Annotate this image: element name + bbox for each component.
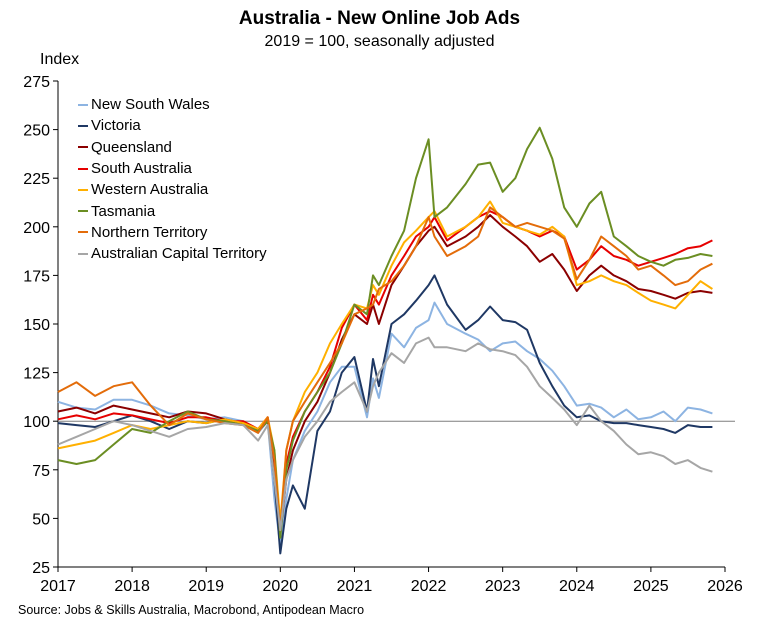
y-tick-label: 125 (23, 366, 50, 383)
axes-group: 25 50 75 100 125 150 175 200 225 250 275 2017 2018 20… (23, 74, 743, 595)
y-tick-label: 50 (32, 511, 50, 528)
y-tick-label: 275 (23, 74, 50, 91)
x-tick-label: 2026 (707, 578, 743, 595)
y-tick-label: 100 (23, 414, 50, 431)
legend-item: Victoria (78, 115, 267, 136)
legend-swatch (78, 103, 88, 106)
legend-swatch (78, 146, 88, 149)
x-tick-label: 2018 (114, 578, 150, 595)
y-tick-label: 150 (23, 317, 50, 334)
y-tick-label: 225 (23, 171, 50, 188)
y-axis-label: Index (40, 51, 80, 68)
chart-title: Australia - New Online Job Ads (238, 8, 521, 29)
x-tick-label: 2017 (40, 578, 76, 595)
source-note: Source: Jobs & Skills Australia, Macrobo… (18, 603, 365, 617)
legend-item: Northern Territory (78, 222, 267, 243)
legend-label: New South Wales (91, 96, 210, 114)
legend-item: Australian Capital Territory (78, 243, 267, 264)
x-tick-label: 2024 (559, 578, 595, 595)
series-line-queensland (57, 214, 713, 535)
legend-item: Western Australia (78, 179, 267, 200)
legend-swatch (78, 167, 88, 170)
series-line-northern-territory (57, 206, 713, 532)
y-tick-label: 250 (23, 123, 50, 140)
y-tick-label: 25 (32, 560, 50, 577)
legend-swatch (78, 252, 88, 255)
x-tick-label: 2022 (411, 578, 447, 595)
legend: New South Wales Victoria Queensland South A… (78, 94, 267, 264)
legend-item: Tasmania (78, 200, 267, 221)
legend-label: Australian Capital Territory (91, 245, 267, 263)
legend-item: New South Wales (78, 94, 267, 115)
legend-label: Queensland (91, 138, 172, 156)
legend-item: South Australia (78, 158, 267, 179)
legend-item: Queensland (78, 137, 267, 158)
chart-subtitle: 2019 = 100, seasonally adjusted (264, 33, 495, 50)
series-line-australian-capital-territory (57, 336, 713, 532)
legend-label: South Australia (91, 160, 192, 178)
legend-swatch (78, 210, 88, 213)
legend-label: Northern Territory (91, 223, 208, 241)
legend-swatch (78, 231, 88, 234)
x-tick-label: 2023 (485, 578, 521, 595)
legend-swatch (78, 124, 88, 127)
x-tick-label: 2019 (188, 578, 224, 595)
y-tick-label: 200 (23, 220, 50, 237)
legend-label: Tasmania (91, 202, 156, 220)
legend-swatch (78, 188, 88, 191)
series-lines-group (57, 126, 713, 555)
x-tick-label: 2021 (337, 578, 373, 595)
y-tick-label: 75 (32, 463, 50, 480)
y-tick-label: 175 (23, 268, 50, 285)
legend-label: Victoria (91, 117, 141, 135)
legend-label: Western Australia (91, 181, 209, 199)
x-tick-label: 2025 (633, 578, 669, 595)
x-tick-label: 2020 (263, 578, 299, 595)
